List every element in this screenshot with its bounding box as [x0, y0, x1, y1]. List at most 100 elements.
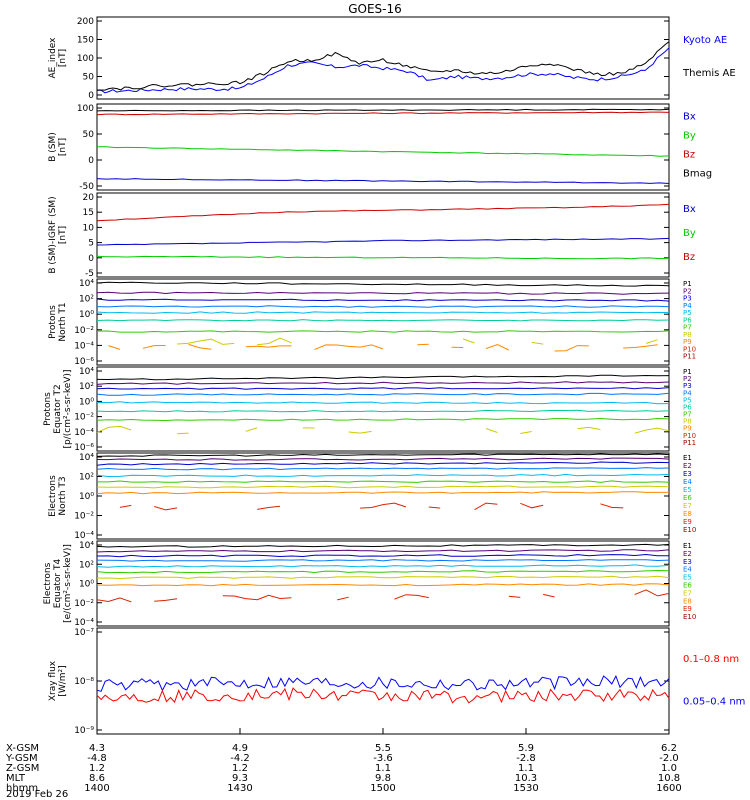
x-row-value: 1.2 — [232, 763, 248, 774]
panel-frame — [96, 16, 670, 100]
legend-entry: P7 — [683, 411, 692, 419]
y-axis-label: Electrons — [43, 562, 53, 604]
x-row-value: 10.8 — [658, 773, 680, 784]
y-axis-label: [e/(cm²-s-sr-keV)] — [63, 544, 73, 623]
legend-entry: P5 — [683, 309, 692, 317]
x-row-value: 9.8 — [375, 773, 391, 784]
y-axis-label: North T1 — [58, 302, 68, 341]
series-line — [257, 337, 292, 346]
series-line — [96, 111, 670, 116]
series-line — [520, 431, 532, 434]
series-line — [96, 491, 670, 495]
x-row-value: 5.9 — [518, 743, 534, 754]
x-row-value: 1600 — [656, 783, 681, 794]
series-line — [554, 345, 589, 352]
legend-entry: Bz — [683, 252, 695, 263]
legend-entry: E7 — [683, 589, 692, 597]
legend-entry: P6 — [683, 316, 692, 324]
series-line — [600, 503, 624, 509]
panel-2: 100 50 0 -50 B (SM) [nT] Bx By Bz Bmag — [48, 103, 712, 192]
y-tick-label: 10⁻² — [74, 413, 94, 423]
y-axis-label: Electrons — [48, 475, 58, 517]
x-row-value: 9.3 — [232, 773, 248, 784]
y-tick-label: 10² — [79, 560, 94, 570]
legend-entry: Bx — [683, 204, 696, 215]
panel-8: 10⁻⁷ 10⁻⁸ 10⁻⁹ Xray flux [W/m²] 0.1–0.8 nm 0.0… — [48, 627, 745, 736]
series-line — [257, 505, 281, 510]
panel-6: 10⁴ 10² 10⁰ 10⁻² 10⁻⁴ Electrons North T3 E1E2E3… — [48, 452, 696, 541]
panel-frame — [96, 192, 670, 278]
series-line — [142, 345, 166, 349]
x-row-value: 1.1 — [375, 763, 391, 774]
series-line — [96, 298, 670, 302]
series-line — [96, 281, 670, 287]
x-row-value: 6.2 — [661, 743, 677, 754]
y-tick-label: 200 — [77, 17, 94, 27]
y-axis-label: Equator T4 — [53, 559, 63, 609]
series-line — [96, 559, 670, 562]
x-row-value: -2.8 — [516, 753, 536, 764]
series-line — [177, 432, 189, 435]
panel-1: 200 150 100 50 0 AE_index [nT] Kyoto AE Themis A… — [48, 16, 736, 101]
series-line — [485, 428, 498, 433]
legend-entry: P1 — [683, 280, 692, 288]
series-line — [474, 502, 498, 511]
series-line — [623, 344, 658, 349]
series-line — [96, 467, 670, 471]
series-line — [577, 426, 601, 430]
y-axis-label: Equator T2 — [53, 384, 63, 433]
series-line — [96, 674, 670, 692]
x-row-value: -4.2 — [230, 753, 250, 764]
series-line — [543, 593, 555, 598]
legend-entry: E6 — [683, 494, 692, 502]
legend-entry: P11 — [683, 353, 696, 361]
legend-entry: E5 — [683, 574, 692, 582]
x-row-value: 8.6 — [89, 773, 105, 784]
legend-entry: P8 — [683, 331, 692, 339]
legend-entry: P10 — [683, 345, 696, 353]
legend-entry: Kyoto AE — [683, 35, 727, 46]
y-tick-label: 10⁻⁴ — [74, 341, 94, 351]
y-tick-label: -5 — [85, 269, 94, 279]
panel-frame — [96, 452, 670, 540]
legend-entry: E5 — [683, 486, 692, 494]
series-line — [96, 597, 132, 603]
legend-entry: E4 — [683, 478, 692, 486]
series-line — [96, 41, 670, 91]
series-line — [520, 502, 544, 509]
series-line — [96, 311, 670, 314]
legend-entry: By — [683, 228, 696, 239]
y-axis-label: [p/(cm²-s-sr-keV)] — [63, 370, 73, 449]
y-tick-label: 10⁴ — [79, 453, 94, 463]
legend-entry: P10 — [683, 432, 696, 440]
x-row-value: 5.5 — [375, 743, 391, 754]
series-line — [154, 598, 178, 602]
x-row-label: MLT — [6, 773, 26, 784]
y-tick-label: 10⁻⁴ — [74, 618, 94, 628]
y-tick-label: 10⁻² — [74, 599, 94, 609]
legend-entry: P8 — [683, 418, 692, 426]
panel-frame — [96, 103, 670, 191]
legend-entry: E9 — [683, 518, 692, 526]
series-line — [417, 343, 429, 346]
series-line — [96, 687, 670, 704]
series-line — [154, 506, 178, 511]
x-row-value: 4.3 — [89, 743, 105, 754]
y-axis-label: B (SM) — [48, 132, 58, 162]
y-tick-label: 150 — [77, 36, 94, 46]
legend-entry: Themis AE — [682, 68, 736, 79]
panel-frame — [96, 366, 670, 452]
series-line — [96, 291, 670, 295]
x-row-label: hhmm — [6, 783, 38, 794]
series-line — [96, 425, 132, 433]
series-line — [222, 594, 292, 601]
series-line — [508, 595, 521, 598]
series-line — [96, 473, 670, 478]
series-line — [96, 203, 670, 222]
x-row-value: 1.2 — [89, 763, 105, 774]
legend-entry: E7 — [683, 502, 692, 510]
y-tick-label: 10⁰ — [79, 580, 94, 590]
y-tick-label: 10⁻⁶ — [74, 357, 94, 367]
series-line — [360, 502, 407, 509]
